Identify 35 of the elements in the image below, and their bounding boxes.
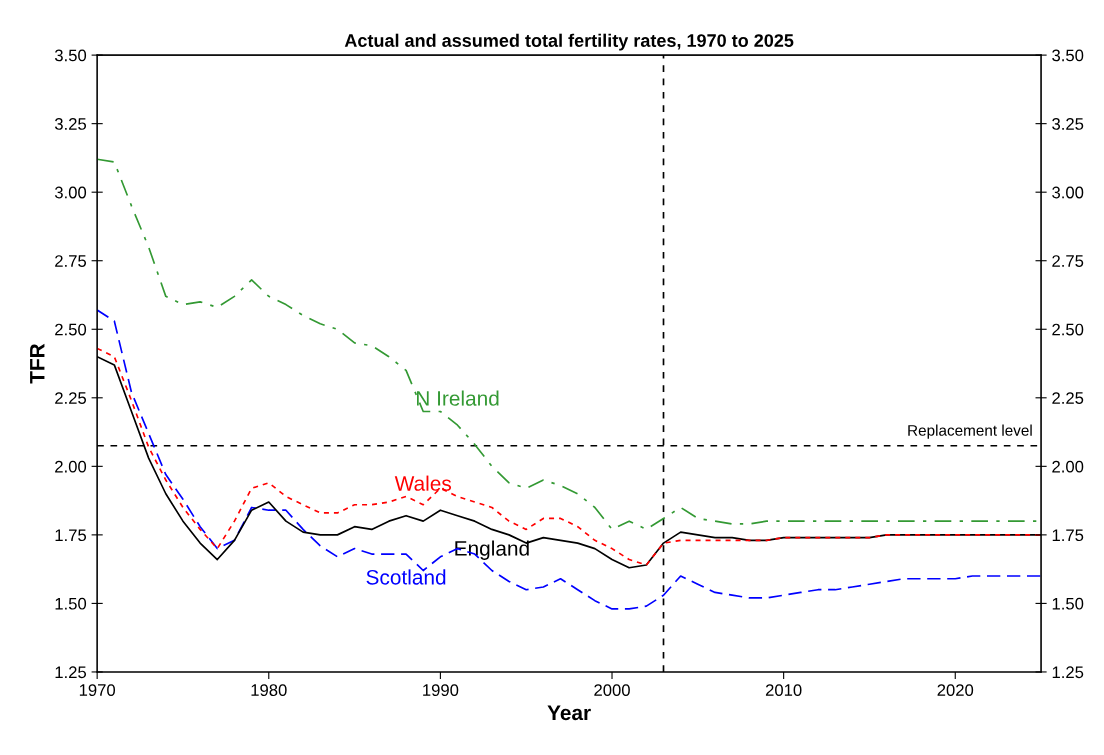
x-tick-label: 1970 (79, 684, 116, 696)
x-tick-label: 1980 (251, 684, 287, 696)
series-label: N Ireland (417, 390, 499, 406)
y-tick-label: 2.75 (55, 255, 87, 267)
y-tick-label: 3.00 (54, 186, 87, 199)
y2-tick-label: 3.00 (1052, 186, 1084, 199)
y2-tick-label: 1.25 (1052, 666, 1084, 679)
x-tick-label: 2020 (937, 684, 974, 696)
series-label: England (455, 540, 529, 560)
y-tick-label: 2.50 (55, 323, 87, 336)
y2-tick-label: 2.75 (1052, 255, 1084, 267)
y2-tick-label: 2.50 (1052, 323, 1084, 336)
y2-tick-label: 2.25 (1052, 392, 1084, 404)
y-axis-title: TFR (30, 343, 45, 384)
y-tick-label: 2.25 (55, 392, 87, 404)
y-tick-label: 1.75 (55, 529, 87, 542)
ref-line-label: Replacement level (908, 424, 1032, 439)
y-tick-label: 3.25 (54, 118, 87, 130)
y2-tick-label: 3.50 (1052, 49, 1084, 62)
line-series (97, 309, 1042, 610)
x-tick-label: 2000 (594, 684, 630, 696)
x-axis-title: Year (547, 705, 591, 721)
y-tick-label: 1.25 (55, 666, 87, 679)
y2-tick-label: 2.00 (1052, 460, 1084, 473)
series-label: Scotland (366, 569, 446, 585)
y2-tick-label: 3.25 (1052, 118, 1084, 130)
y-tick-label: 3.50 (54, 49, 87, 62)
y2-tick-label: 1.50 (1052, 597, 1084, 610)
x-tick-label: 2010 (765, 684, 802, 696)
y2-tick-label: 1.75 (1052, 529, 1084, 542)
y-tick-label: 2.00 (55, 460, 87, 473)
y-tick-label: 1.50 (55, 597, 87, 610)
chart-title: Actual and assumed total fertility rates, 1970 to 2025 (344, 33, 794, 51)
series-label: Wales (394, 475, 452, 491)
x-tick-label: 1990 (423, 684, 459, 696)
